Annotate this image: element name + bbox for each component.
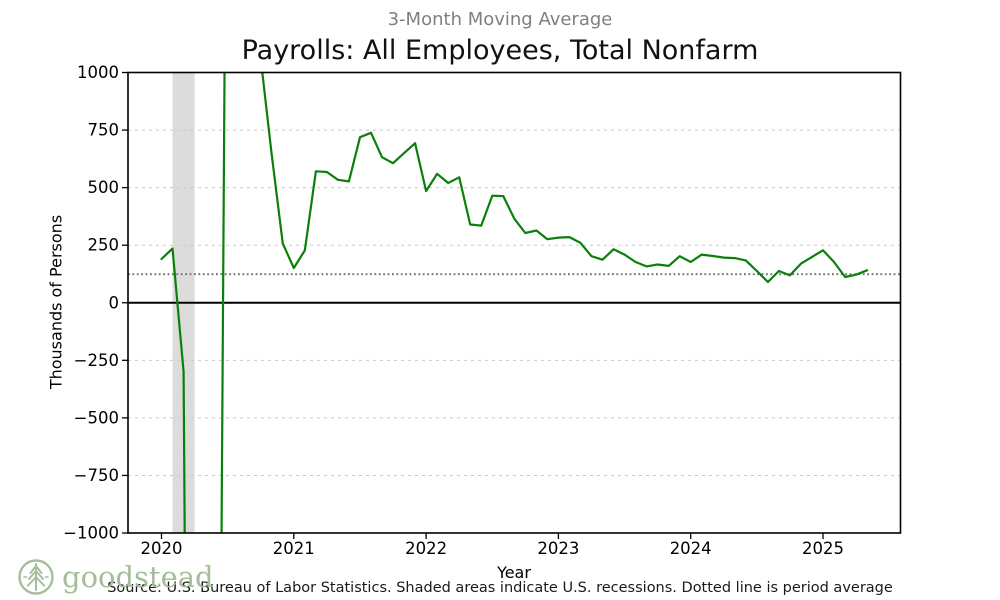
brand-name: goodstead: [62, 560, 214, 594]
source-note: Source: U.S. Bureau of Labor Statistics.…: [107, 580, 893, 596]
y-tick-label: 500: [88, 178, 120, 197]
x-tick-label: 2021: [273, 539, 315, 558]
y-tick-label: −1000: [63, 524, 119, 543]
chart-title: Payrolls: All Employees, Total Nonfarm: [241, 35, 759, 66]
payrolls-series-line: [160, 72, 869, 533]
x-tick-label: 2020: [141, 539, 183, 558]
chart-subtitle: 3-Month Moving Average: [387, 9, 613, 30]
y-axis-title: Thousands of Persons: [46, 214, 66, 390]
x-axis-title: Year: [497, 563, 531, 582]
y-tick-label: −750: [74, 466, 119, 485]
goodstead-tree-icon: [18, 559, 54, 595]
x-tick-label: 2023: [537, 539, 579, 558]
y-tick-label: 1000: [77, 63, 119, 82]
y-tick-label: 750: [88, 121, 120, 140]
brand-logo: goodstead: [14, 555, 214, 599]
x-tick-label: 2024: [670, 539, 712, 558]
x-tick-label: 2022: [405, 539, 447, 558]
y-tick-label: −250: [74, 351, 119, 370]
x-tick-label: 2025: [802, 539, 844, 558]
y-tick-label: −500: [74, 408, 119, 427]
y-tick-label: 250: [88, 236, 120, 255]
y-tick-label: 0: [109, 293, 120, 312]
